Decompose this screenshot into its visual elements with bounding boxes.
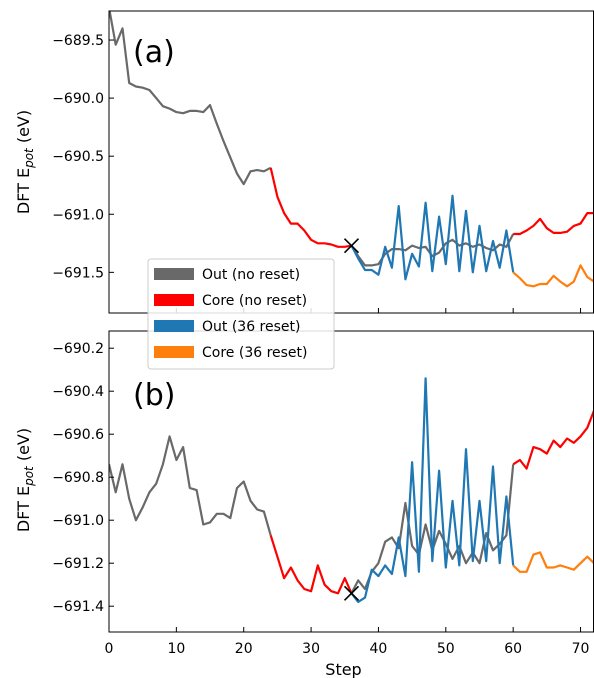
panel-a-ylabel-main: DFT E	[14, 168, 33, 214]
y-tick-label: −690.4	[52, 384, 104, 400]
panel-a-ylabel-subscript: pot	[22, 147, 36, 169]
legend-box	[147, 258, 335, 370]
legend-items: Out (no reset) Core (no reset) Out (36 res…	[154, 267, 308, 361]
series-line-out-36-reset--4	[350, 377, 515, 604]
legend-label: Out (no reset)	[202, 267, 300, 283]
panel-a-y-ticks: −689.5 −690.0 −690.5 −691.0 −691.5	[52, 33, 114, 281]
x-tick-label: 20	[235, 641, 253, 657]
series-line-core-36-reset--5	[512, 551, 594, 573]
panel-b-x-ticks: 0 10 20 30 40 50 60 70	[105, 627, 590, 657]
panel-b-y-axis-label: DFT Epot (eV)	[14, 428, 36, 532]
legend-label: Core (no reset)	[202, 293, 307, 309]
series-line-core-36-reset--5	[512, 264, 594, 288]
y-tick-label: −691.4	[52, 599, 104, 615]
panel-b-ylabel-main: DFT E	[14, 486, 33, 532]
series-line-core-no-reset--3	[512, 410, 594, 470]
legend-label: Core (36 reset)	[202, 345, 308, 361]
series-line-core-no-reset--1	[269, 167, 352, 248]
panel-a: −689.5 −690.0 −690.5 −691.0 −691.5 (a) DFT E…	[14, 10, 594, 314]
panel-a-tag: (a)	[133, 35, 175, 70]
y-tick-label: −690.5	[52, 149, 104, 165]
series-line-out-36-reset--4	[350, 194, 515, 281]
panel-b-y-ticks: −690.2 −690.4 −690.6 −690.8 −691.0 −691.2 −691…	[52, 341, 114, 615]
panel-b-frame	[108, 330, 594, 633]
y-tick-label: −690.2	[52, 341, 104, 357]
x-tick-label: 10	[167, 641, 185, 657]
legend-label: Out (36 reset)	[202, 319, 300, 335]
panel-b-ylabel-unit: (eV)	[14, 428, 33, 466]
legend-swatch	[154, 294, 194, 306]
panel-a-y-axis-label: DFT Epot (eV)	[14, 110, 36, 214]
cross-marker-stroke	[343, 238, 360, 254]
panel-b-cross-marker	[343, 585, 360, 601]
y-tick-label: −691.2	[52, 556, 104, 572]
legend-swatch	[154, 268, 194, 280]
panel-a-cross-marker	[343, 238, 360, 254]
panel-b-tag: (b)	[133, 378, 175, 413]
legend-swatch	[154, 346, 194, 358]
y-tick-label: −690.6	[52, 427, 104, 443]
x-tick-label: 60	[504, 641, 522, 657]
x-tick-label: 40	[370, 641, 388, 657]
y-tick-label: −690.0	[52, 91, 104, 107]
panel-b-ylabel-subscript: pot	[22, 465, 36, 487]
series-line-core-no-reset--1	[269, 534, 353, 595]
series-line-out-no-reset--0	[109, 435, 272, 536]
panel-a-ylabel-unit: (eV)	[14, 110, 33, 148]
legend-swatch	[154, 320, 194, 332]
panel-b: −690.2 −690.4 −690.6 −690.8 −691.0 −691.2 −691…	[14, 330, 594, 657]
x-axis-label: Step	[325, 660, 361, 678]
legend: Out (no reset) Core (no reset) Out (36 res…	[147, 258, 335, 370]
panel-b-series	[109, 377, 594, 604]
x-tick-label: 0	[105, 641, 114, 657]
cross-marker-stroke	[343, 585, 360, 601]
y-tick-label: −691.5	[52, 265, 104, 281]
series-line-core-no-reset--3	[513, 212, 594, 236]
x-tick-label: 70	[572, 641, 590, 657]
y-tick-label: −691.0	[52, 513, 104, 529]
y-tick-label: −691.0	[52, 207, 104, 223]
panel-a-series	[109, 11, 594, 288]
x-tick-label: 30	[302, 641, 320, 657]
x-tick-label: 50	[437, 641, 455, 657]
series-line-out-no-reset--0	[109, 11, 272, 186]
series-line-out-no-reset--2	[350, 233, 515, 267]
y-tick-label: −689.5	[52, 33, 104, 49]
y-tick-label: −690.8	[52, 470, 104, 486]
